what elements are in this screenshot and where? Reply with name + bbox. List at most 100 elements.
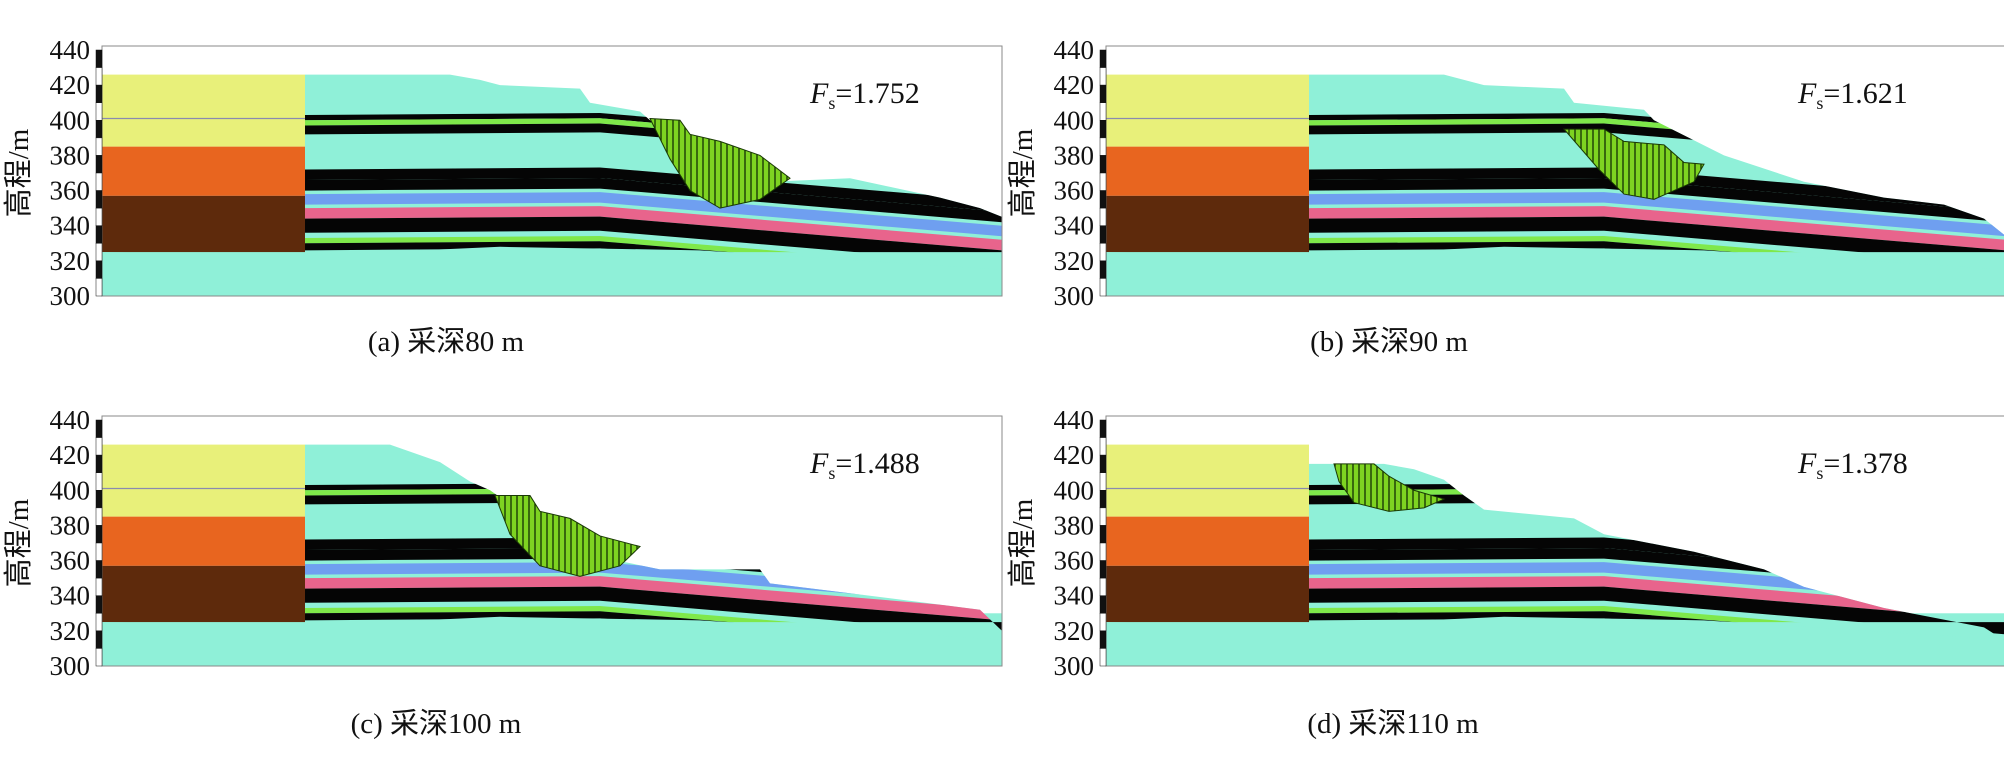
axis-scale-bar [95,260,103,279]
y-tick-label: 360 [1054,546,1095,576]
axis-scale-bar [95,225,103,244]
y-tick-label: 360 [50,546,91,576]
factor-of-safety-label: Fs=1.752 [809,77,920,113]
stratum-band [305,206,1002,251]
stratum-band [1309,206,2004,251]
y-tick-label: 320 [1054,616,1095,646]
stratum-band [305,192,1002,237]
axis-scale-bar [95,67,103,86]
y-tick-label: 400 [1054,105,1095,135]
brown-layer [102,195,305,253]
stratum-band [305,241,1002,253]
slip-surface [1562,128,1705,200]
axis-scale-bar [1099,243,1107,262]
basement-rock [1106,616,2004,666]
axis-scale-bar [1099,207,1107,226]
stratum-band [305,548,1002,593]
stratum-band [1309,576,2004,621]
axis-scale-bar [1099,490,1107,509]
axis-scale-bar [95,172,103,191]
axis-scale-bar [95,613,103,632]
axis-scale-bar [1099,560,1107,579]
y-axis-label: 高程/m [2,498,35,587]
axis-scale-bar [95,542,103,561]
axis-scale-bar [1099,595,1107,614]
axis-scale-bar [95,137,103,156]
stratum-band [1309,548,2004,593]
loess-layer-lower [102,488,305,517]
y-tick-label: 340 [1054,211,1095,241]
axis-scale-bar [1099,172,1107,191]
axis-scale-bar [95,472,103,491]
axis-scale-bar [95,84,103,103]
axis-scale-bar [1099,67,1107,86]
axis-scale-bar [95,630,103,649]
axis-scale-bar [95,437,103,456]
y-tick-label: 420 [1054,440,1095,470]
stratum-band [1309,118,2004,158]
axis-scale-bar [1099,120,1107,139]
axis-scale-bar [1099,260,1107,279]
basement-rock [1106,246,2004,296]
axis-scale-bar [1099,137,1107,156]
axis-scale-bar [95,49,103,68]
y-tick-label: 440 [1054,405,1095,435]
y-tick-label: 380 [1054,140,1095,170]
y-tick-label: 440 [50,35,91,65]
panel-c: 440 420 400 380 360 340 320 300 高程/m Fs=1.488 (c)… [0,370,1003,752]
axis-scale-bar [1099,155,1107,174]
caption-a: (a) 采深80 m [367,326,525,358]
axis-scale-bar [95,525,103,544]
slip-surface [494,495,641,577]
factor-of-safety-label: Fs=1.488 [809,447,920,483]
stratum-band [1309,192,2004,237]
factor-of-safety-label: Fs=1.621 [1797,77,1908,113]
axis-scale-bar [95,102,103,121]
y-axis-label: 高程/m [2,128,35,217]
axis-scale-bar [95,278,103,297]
stratum-band [1309,606,2004,642]
y-axis-label: 高程/m [1006,128,1039,217]
axis-scale-bar [1099,278,1107,297]
y-tick-label: 420 [50,70,91,100]
stratum-band [305,537,1002,582]
caption-b: (b) 采深90 m [1310,326,1468,358]
slip-surface [1333,463,1446,512]
loess-layer [1106,74,1309,119]
strata-group [1309,113,2004,253]
loess-layer [102,444,305,489]
axis-scale-bar [1099,630,1107,649]
factor-of-safety-label: Fs=1.378 [1797,447,1908,483]
y-tick-label: 320 [50,246,91,276]
axis-scale-bar [95,595,103,614]
axis-scale-bar [95,454,103,473]
y-tick-label: 340 [50,581,91,611]
loess-layer-lower [1106,488,1309,517]
stratum-band [305,562,1002,607]
caption-c: (c) 采深100 m [350,708,522,740]
axis-scale-bar [95,648,103,667]
axis-scale-bar [95,207,103,226]
axis-scale-bar [1099,84,1107,103]
stratum-band [1309,167,2004,212]
loess-layer-lower [102,118,305,147]
section-diagram-c: 440 420 400 380 360 340 320 300 高程/m Fs=1.488 [2,405,1003,681]
orange-layer [102,146,305,196]
loess-layer-lower [1106,118,1309,147]
axis-scale-bar [1099,419,1107,438]
stratum-band [305,167,1002,212]
stratum-band [1309,236,2004,253]
y-tick-label: 400 [1054,475,1095,505]
stratum-band [305,236,1002,253]
axis-scale-bar [1099,525,1107,544]
brown-layer [1106,565,1309,623]
section-diagram-b: 440 420 400 380 360 340 320 300 高程/m Fs=1.621 [1006,35,2004,311]
axis-scale-bar [95,560,103,579]
y-tick-label: 420 [50,440,91,470]
y-tick-label: 300 [1054,281,1095,311]
y-tick-label: 300 [50,281,91,311]
section-diagram-a: 440 420 400 380 360 340 320 300 高程/m Fs=1.752 [2,35,1003,311]
brown-layer [102,565,305,623]
stratum-band [1309,537,2004,582]
stratum-band [305,576,1002,621]
